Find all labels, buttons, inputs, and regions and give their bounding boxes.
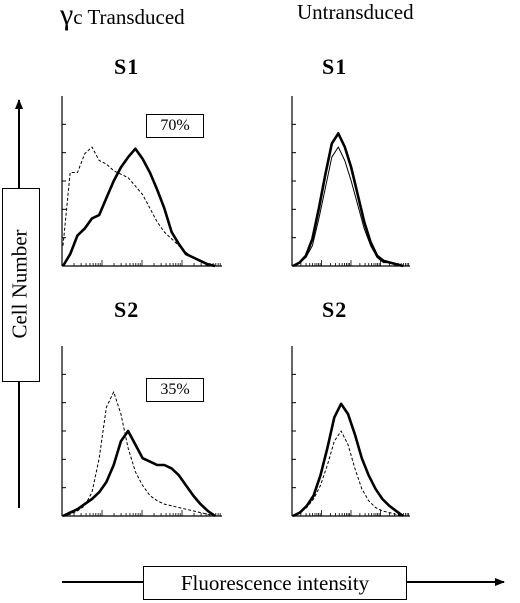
histogram-s1-left-dashed-0: [62, 146, 216, 267]
panel-label-s2-right: S2: [322, 297, 348, 322]
x-axis-label: Fluorescence intensity: [143, 566, 407, 600]
panel-label-s1-right: S1: [322, 54, 348, 79]
y-axis-label-box: [2, 188, 40, 382]
histogram-s2-right-dashed-0: [292, 430, 404, 517]
histogram-s1-left-solid-1: [61, 147, 216, 268]
y-axis-label: Cell Number: [7, 229, 32, 339]
header-untransduced: Untransduced: [297, 0, 414, 24]
histogram-s2-left-solid-1: [62, 429, 216, 518]
histogram-s1-right-thin-0: [292, 146, 404, 267]
histogram-s1-right-solid-1: [292, 132, 404, 268]
header-gamma-symbol: γ: [60, 0, 74, 31]
percent-box-s2: 35%: [146, 378, 204, 402]
panel-label-s1-left: S1: [114, 54, 140, 79]
header-left-text: c Transduced: [73, 5, 185, 29]
panel-label-s2-left: S2: [114, 297, 140, 322]
percent-box-s1: 70%: [146, 114, 204, 138]
histogram-s2-left-dashed-0: [62, 391, 216, 517]
histogram-s2-right-solid-1: [292, 402, 404, 518]
header-gamma-c-transduced: γc Transduced: [60, 0, 185, 30]
